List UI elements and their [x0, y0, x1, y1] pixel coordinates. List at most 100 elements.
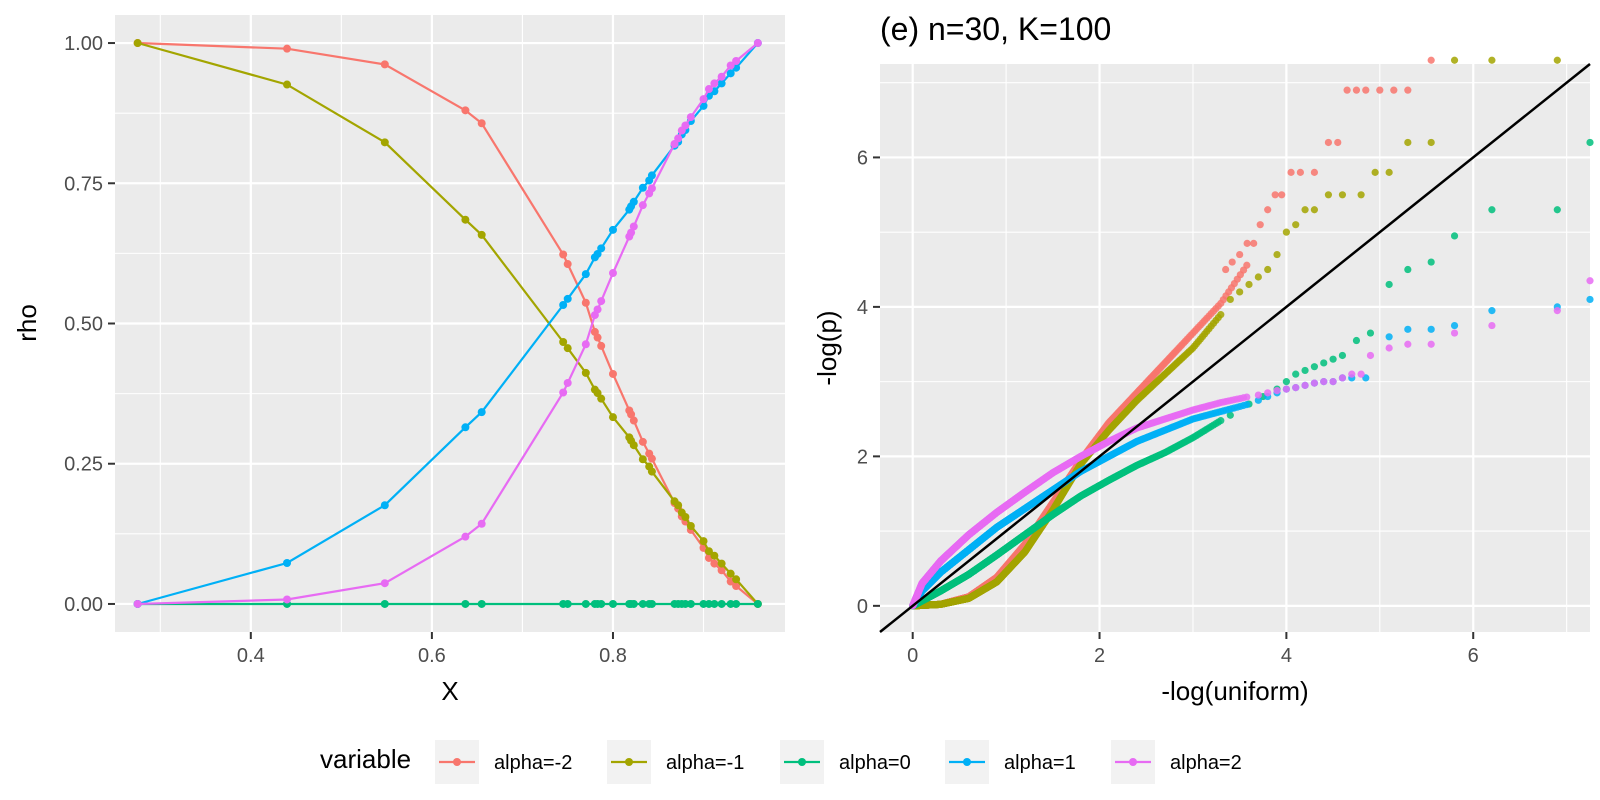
- qq-tail-point-alpha-1: [1586, 295, 1594, 304]
- data-point-alpha--2: [477, 119, 486, 128]
- qq-tail-point-alpha--1: [1404, 138, 1412, 147]
- qq-tail-point-alpha-0: [1310, 363, 1319, 371]
- data-point-alpha-2: [686, 113, 695, 122]
- data-point-alpha--2: [559, 250, 568, 259]
- data-point-alpha-2: [674, 134, 683, 143]
- qq-tail-point-alpha--2: [1352, 86, 1361, 94]
- data-point-alpha-1: [597, 244, 606, 253]
- qq-tail-point-alpha-0: [1385, 280, 1393, 289]
- qq-tail-point-alpha--2: [1310, 168, 1319, 176]
- qq-tail-point-alpha--2: [1243, 239, 1251, 247]
- qq-tail-point-alpha-0: [1352, 336, 1361, 345]
- data-point-alpha--2: [732, 582, 741, 591]
- data-point-alpha-2: [597, 297, 606, 306]
- qq-tail-point-alpha-0: [1282, 378, 1290, 386]
- qq-tail-point-alpha--2: [1390, 86, 1398, 94]
- data-point-alpha-0: [597, 599, 606, 608]
- qq-tail-point-alpha--1: [1324, 191, 1333, 199]
- qq-tail-point-alpha-0: [1366, 329, 1375, 337]
- data-point-alpha-1: [717, 79, 726, 88]
- qq-series-alpha--1: [909, 56, 1561, 610]
- data-point-alpha--2: [710, 559, 719, 568]
- data-point-alpha--1: [133, 39, 142, 48]
- data-point-alpha--2: [717, 566, 726, 575]
- data-point-alpha--1: [686, 521, 695, 530]
- data-point-alpha-0: [608, 599, 617, 608]
- data-point-alpha-2: [681, 121, 690, 130]
- qq-tail-point-alpha--2: [1362, 86, 1370, 94]
- data-point-alpha-1: [477, 408, 486, 417]
- qq-tail-point-alpha-0: [1301, 366, 1309, 375]
- data-point-alpha-0: [477, 599, 486, 608]
- p0-x-tick-label: 0.6: [418, 645, 446, 667]
- data-point-alpha-2: [629, 222, 638, 231]
- data-point-alpha-0: [710, 599, 719, 608]
- data-point-alpha-1: [461, 423, 470, 432]
- data-point-alpha--1: [732, 575, 741, 584]
- data-point-alpha--1: [477, 230, 486, 239]
- qq-tail-point-alpha--1: [1427, 138, 1435, 147]
- qq-tail-point-alpha--2: [1376, 86, 1384, 94]
- data-point-alpha-2: [647, 184, 656, 193]
- data-point-alpha--2: [593, 333, 602, 342]
- data-point-alpha--2: [563, 260, 572, 269]
- data-point-alpha-0: [629, 599, 638, 608]
- p0-y-tick-label: 1.00: [64, 33, 103, 55]
- right-grid: [880, 64, 1590, 632]
- qq-tail-point-alpha--1: [1385, 168, 1393, 176]
- qq-tail-point-alpha-0: [1553, 206, 1561, 214]
- qq-tail-point-alpha-0: [1404, 265, 1412, 274]
- data-point-alpha-0: [753, 599, 762, 608]
- p0-y-tick-label: 0.00: [64, 594, 103, 616]
- data-point-alpha--2: [638, 437, 647, 446]
- data-point-alpha--1: [597, 394, 606, 403]
- qq-tail-point-alpha--1: [1245, 280, 1253, 289]
- qq-tail-point-alpha--1: [1450, 56, 1459, 64]
- data-point-alpha--1: [726, 569, 735, 578]
- data-point-alpha-2: [461, 532, 470, 541]
- data-point-alpha--2: [629, 416, 638, 425]
- qq-tail-point-alpha--2: [1264, 206, 1272, 214]
- qq-tail-point-alpha-1: [1450, 321, 1459, 330]
- qq-tail-point-alpha--1: [1371, 168, 1379, 176]
- data-point-alpha-2: [699, 95, 708, 104]
- data-point-alpha-1: [726, 69, 735, 78]
- qq-tail-point-alpha--1: [1310, 206, 1319, 214]
- data-point-alpha-1: [629, 197, 638, 206]
- series-alpha-2: [133, 39, 762, 608]
- data-point-alpha--2: [608, 369, 617, 378]
- data-point-alpha--2: [380, 60, 389, 69]
- qq-tail-point-alpha--1: [1226, 295, 1234, 304]
- data-point-alpha--1: [699, 537, 708, 546]
- data-point-alpha-2: [563, 378, 572, 387]
- qq-tail-point-alpha-1: [1385, 333, 1393, 341]
- data-point-alpha--1: [647, 467, 656, 476]
- data-point-alpha--1: [608, 413, 617, 422]
- left-axes: 0.4 0.6 0.80.000.250.500.751.00: [64, 33, 627, 667]
- data-point-alpha-1: [608, 225, 617, 234]
- data-point-alpha--2: [597, 341, 606, 350]
- data-point-alpha-1: [699, 101, 708, 110]
- data-point-alpha-1: [647, 171, 656, 180]
- qq-tail-point-alpha--1: [1357, 191, 1365, 199]
- data-point-alpha-2: [593, 305, 602, 314]
- rho-vs-x-plot: 0.4 0.6 0.80.000.250.500.751.00 X rho: [12, 15, 785, 706]
- qq-point-alpha--2: [1243, 261, 1251, 269]
- qq-tail-point-alpha-1: [1427, 325, 1435, 333]
- data-point-alpha-2: [559, 388, 568, 397]
- qq-tail-point-alpha--2: [1278, 191, 1286, 199]
- data-point-alpha-1: [283, 559, 292, 568]
- qq-tail-point-alpha--1: [1282, 228, 1290, 236]
- data-point-alpha--1: [710, 551, 719, 560]
- data-point-alpha-2: [608, 269, 617, 278]
- qq-tail-point-alpha-0: [1488, 206, 1496, 214]
- right-plot-title: (e) n=30, K=100: [880, 11, 1111, 47]
- qq-tail-point-alpha-0: [1586, 138, 1594, 147]
- qq-tail-point-alpha--2: [1343, 86, 1351, 94]
- qq-tail-point-alpha-0: [1320, 359, 1328, 367]
- data-point-alpha--1: [581, 368, 590, 377]
- qq-tail-point-alpha--2: [1256, 221, 1264, 229]
- qq-tail-point-alpha-0: [1338, 351, 1347, 360]
- data-point-alpha-2: [380, 579, 389, 588]
